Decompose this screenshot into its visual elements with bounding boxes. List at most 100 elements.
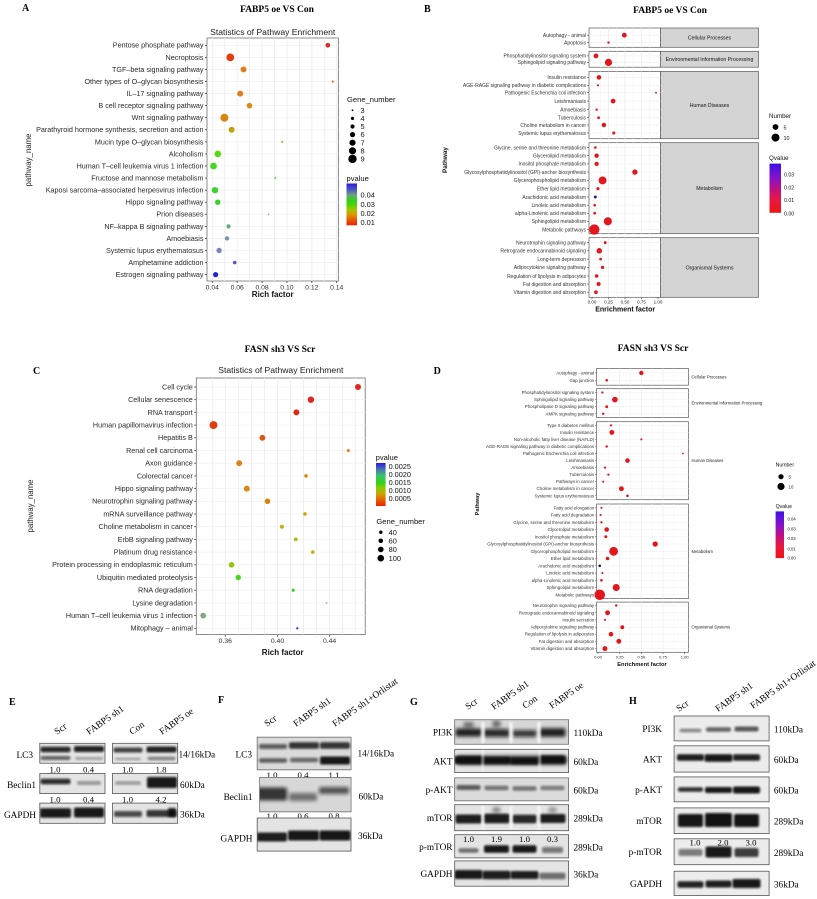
- svg-text:1.8: 1.8: [156, 764, 168, 774]
- svg-text:Beclin1: Beclin1: [7, 781, 36, 791]
- svg-text:Prion diseases: Prion diseases: [156, 210, 204, 219]
- svg-text:100: 100: [389, 554, 401, 563]
- svg-text:10: 10: [784, 136, 790, 142]
- svg-text:0.03: 0.03: [788, 526, 797, 531]
- svg-text:1.0: 1.0: [690, 838, 702, 848]
- svg-text:0.12: 0.12: [305, 285, 318, 292]
- svg-text:FABP5 oe: FABP5 oe: [548, 681, 586, 712]
- svg-text:PI3K: PI3K: [642, 725, 662, 735]
- svg-text:Retrograde endocannabinoid sig: Retrograde endocannabinoid signaling: [519, 610, 595, 615]
- svg-text:1.0: 1.0: [122, 764, 134, 774]
- svg-text:Glycine, serine and threonine: Glycine, serine and threonine metabolism: [513, 520, 594, 525]
- svg-text:Cellular Processes: Cellular Processes: [688, 36, 732, 42]
- svg-text:5: 5: [784, 125, 787, 131]
- svg-text:mTOR: mTOR: [427, 814, 453, 824]
- svg-text:5: 5: [361, 122, 365, 131]
- svg-text:0.00: 0.00: [588, 299, 597, 304]
- svg-text:Glycerophospholipid metabolism: Glycerophospholipid metabolism: [531, 549, 595, 554]
- svg-text:5: 5: [789, 475, 792, 480]
- svg-text:Apoptosis: Apoptosis: [564, 40, 586, 46]
- svg-text:0.10: 0.10: [280, 285, 293, 292]
- svg-text:p-AKT: p-AKT: [426, 786, 453, 796]
- svg-text:A: A: [22, 3, 30, 14]
- svg-text:Insulin resistance: Insulin resistance: [560, 430, 594, 435]
- svg-text:Scr: Scr: [675, 699, 692, 715]
- svg-text:pathway_name: pathway_name: [24, 134, 33, 187]
- svg-text:Rich factor: Rich factor: [262, 648, 304, 657]
- svg-text:FABP5 sh1+Orlistat: FABP5 sh1+Orlistat: [749, 659, 817, 712]
- svg-text:60kDa: 60kDa: [574, 786, 599, 796]
- svg-text:0.01: 0.01: [361, 218, 375, 227]
- svg-text:0.75: 0.75: [659, 654, 668, 659]
- svg-text:0.3: 0.3: [547, 834, 559, 844]
- svg-text:6: 6: [361, 130, 365, 139]
- svg-text:Environmental Information Proc: Environmental Information Processing: [692, 401, 763, 406]
- svg-text:D: D: [434, 366, 441, 377]
- svg-text:AKT: AKT: [643, 756, 662, 766]
- svg-text:Inositol phosphate metabolism: Inositol phosphate metabolism: [518, 162, 586, 168]
- svg-text:Enrichment factor: Enrichment factor: [595, 306, 655, 313]
- svg-text:Pathways in cancer: Pathways in cancer: [556, 479, 595, 484]
- svg-text:0.4: 0.4: [83, 794, 95, 804]
- svg-text:E: E: [9, 697, 16, 708]
- svg-text:Metabolism: Metabolism: [696, 186, 723, 192]
- svg-text:1.0: 1.0: [519, 834, 531, 844]
- svg-text:mTOR: mTOR: [636, 817, 662, 827]
- svg-text:4.2: 4.2: [156, 794, 167, 804]
- svg-text:GAPDH: GAPDH: [220, 835, 252, 845]
- svg-text:0.4: 0.4: [83, 764, 95, 774]
- svg-text:1.0: 1.0: [50, 764, 62, 774]
- svg-text:Cellular Processes: Cellular Processes: [692, 374, 727, 379]
- svg-text:Estrogen signaling pathway: Estrogen signaling pathway: [116, 270, 204, 279]
- svg-text:C: C: [33, 366, 40, 377]
- svg-text:Organismal Systems: Organismal Systems: [692, 625, 731, 630]
- svg-text:Sphingolipid signaling pathway: Sphingolipid signaling pathway: [518, 60, 587, 66]
- svg-text:Hepatitis B: Hepatitis B: [158, 433, 193, 442]
- svg-text:Insulin secretion: Insulin secretion: [562, 617, 594, 622]
- svg-text:1.0: 1.0: [50, 794, 62, 804]
- svg-text:0.0015: 0.0015: [389, 478, 411, 487]
- svg-text:Adipocytokine signaling pathwa: Adipocytokine signaling pathway: [531, 625, 595, 630]
- svg-text:Metabolism: Metabolism: [692, 549, 714, 554]
- svg-text:0.40: 0.40: [271, 638, 284, 645]
- svg-text:0.04: 0.04: [361, 191, 375, 200]
- svg-text:110kDa: 110kDa: [574, 729, 603, 739]
- svg-text:Systemic lupus erythematosus: Systemic lupus erythematosus: [535, 493, 595, 498]
- svg-text:pvalue: pvalue: [376, 453, 398, 462]
- svg-text:Beclin1: Beclin1: [224, 793, 253, 803]
- svg-text:AGE-RAGE signaling pathway in: AGE-RAGE signaling pathway in diabetic c…: [486, 444, 595, 449]
- svg-text:0.0010: 0.0010: [389, 486, 411, 495]
- svg-text:1.0: 1.0: [463, 834, 475, 844]
- svg-text:Environmental Information Proc: Environmental Information Processing: [666, 57, 754, 63]
- svg-text:0.50: 0.50: [638, 654, 647, 659]
- svg-text:Parathyroid hormone synthesis,: Parathyroid hormone synthesis, secretion…: [36, 125, 203, 134]
- svg-text:FABP5 oe VS Con: FABP5 oe VS Con: [633, 6, 708, 16]
- svg-text:Human T–cell leukemia virus 1: Human T–cell leukemia virus 1 infection: [66, 611, 193, 620]
- svg-text:GAPDH: GAPDH: [4, 811, 36, 821]
- svg-text:0.02: 0.02: [788, 536, 797, 541]
- svg-text:Glycerophospholipid metabolism: Glycerophospholipid metabolism: [514, 178, 586, 184]
- svg-text:Pathway: Pathway: [475, 492, 481, 516]
- svg-text:0.0005: 0.0005: [389, 494, 411, 503]
- svg-text:Systemic lupus erythematosus: Systemic lupus erythematosus: [106, 246, 204, 255]
- svg-text:0.01: 0.01: [788, 546, 797, 551]
- svg-text:Glycine, serine and threonine: Glycine, serine and threonine metabolism: [494, 145, 586, 151]
- svg-text:Other types of O–glycan biosyn: Other types of O–glycan biosynthesis: [84, 77, 203, 86]
- svg-text:Kaposi sarcoma–associated herp: Kaposi sarcoma–associated herpesvirus in…: [46, 186, 204, 195]
- svg-text:Linoleic acid metabolism: Linoleic acid metabolism: [532, 203, 586, 209]
- svg-text:0.08: 0.08: [255, 285, 268, 292]
- svg-text:80: 80: [389, 545, 397, 554]
- svg-text:TGF–beta signaling pathway: TGF–beta signaling pathway: [112, 65, 204, 74]
- svg-text:0.04: 0.04: [788, 517, 797, 522]
- svg-text:Arachidonic acid metabolism: Arachidonic acid metabolism: [522, 195, 586, 201]
- svg-text:Arachidonic acid metabolism: Arachidonic acid metabolism: [538, 563, 594, 568]
- svg-text:Tuberculosis: Tuberculosis: [558, 116, 587, 122]
- svg-text:40: 40: [389, 528, 397, 537]
- svg-text:Adipocytokine signaling pathwa: Adipocytokine signaling pathway: [514, 265, 587, 271]
- svg-text:9: 9: [361, 155, 365, 164]
- svg-text:Glycosylphosphatidylinositol (: Glycosylphosphatidylinositol (GPI)-ancho…: [464, 170, 586, 176]
- svg-text:pathway_name: pathway_name: [26, 480, 35, 533]
- svg-text:Number: Number: [769, 113, 791, 120]
- svg-text:60: 60: [389, 536, 397, 545]
- svg-text:Lysine degradation: Lysine degradation: [132, 598, 192, 607]
